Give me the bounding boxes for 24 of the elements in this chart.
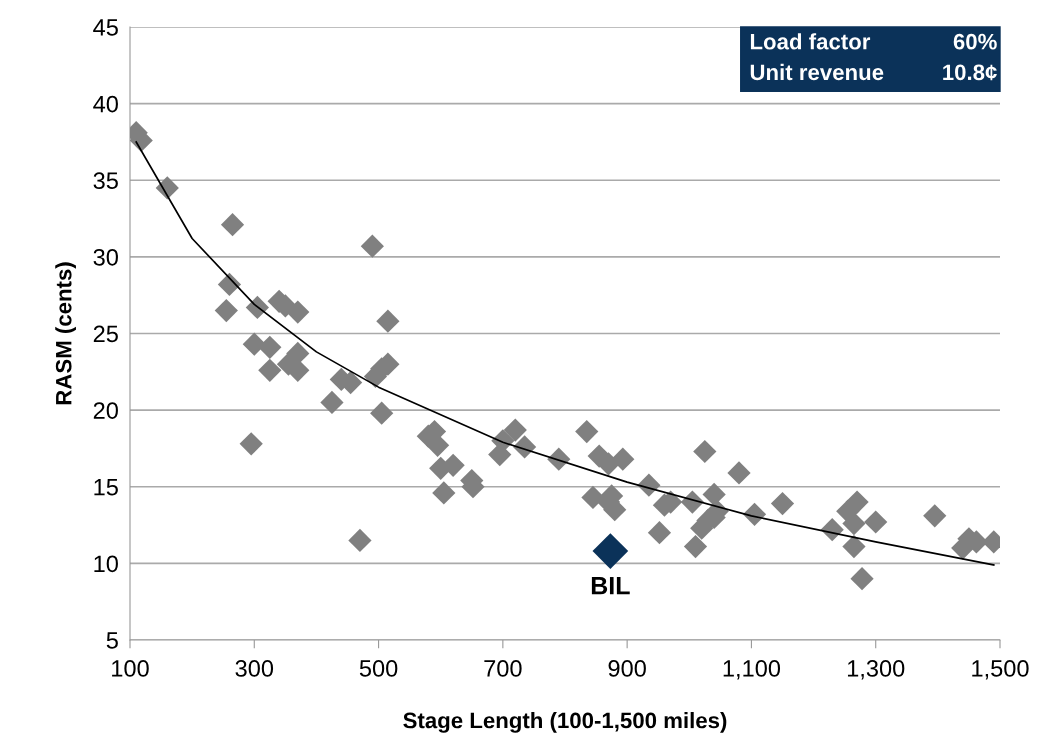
- y-tick-label: 30: [93, 248, 118, 266]
- y-tick-label: 20: [93, 402, 118, 419]
- x-tick-label: 1,100: [723, 660, 781, 680]
- annotation: 10.8¢: [943, 64, 997, 81]
- y-tick-label: 35: [93, 172, 118, 190]
- x-tick-label: 100: [112, 660, 149, 677]
- x-axis-title: Stage Length (100-1,500 miles): [403, 712, 727, 733]
- x-tick-label: 700: [484, 660, 522, 677]
- x-tick-label: 1,300: [847, 660, 905, 680]
- y-tick-label: 5: [106, 632, 118, 649]
- y-axis-title: RASM (cents): [55, 262, 76, 405]
- x-tick-label: 900: [608, 660, 646, 677]
- y-tick-label: 15: [94, 479, 118, 496]
- y-tick-label: 25: [93, 325, 118, 343]
- annotation: Unit revenue: [750, 63, 884, 81]
- x-tick-label: 1,500: [972, 660, 1029, 680]
- y-tick-label: 10: [94, 555, 118, 573]
- y-tick-label: 40: [93, 95, 118, 113]
- x-tick-label: 300: [235, 660, 274, 677]
- annotation: Load factor: [750, 33, 871, 50]
- annotation: 60%: [953, 33, 997, 50]
- annotation: BIL: [591, 577, 630, 595]
- y-tick-label: 45: [93, 19, 118, 36]
- x-tick-label: 500: [359, 660, 398, 677]
